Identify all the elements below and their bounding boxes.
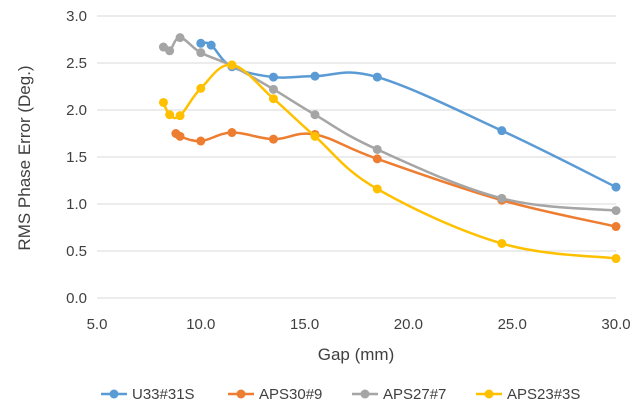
data-point xyxy=(497,126,507,136)
x-tick-label: 10.0 xyxy=(186,316,215,333)
data-point xyxy=(196,136,206,146)
data-point xyxy=(196,48,206,58)
legend-label: U33#31S xyxy=(132,386,195,403)
legend: U33#31S APS30#9 APS27#7 APS23#3S xyxy=(101,386,580,403)
legend-swatch-marker xyxy=(236,389,246,399)
data-point xyxy=(175,111,185,121)
series-1 xyxy=(171,128,621,232)
data-point xyxy=(372,144,382,154)
legend-swatch-marker xyxy=(484,389,494,399)
data-point xyxy=(611,254,621,264)
legend-item: U33#31S xyxy=(101,386,195,403)
data-point xyxy=(611,182,621,192)
data-point xyxy=(206,40,216,50)
data-point xyxy=(227,128,237,138)
data-point xyxy=(611,222,621,232)
x-axis-ticks: 5.0 10.0 15.0 20.0 25.0 30.0 xyxy=(87,316,631,333)
y-tick-label: 3.0 xyxy=(66,8,87,25)
gridlines xyxy=(97,15,616,299)
data-point xyxy=(196,38,206,48)
data-point xyxy=(268,134,278,144)
x-tick-label: 15.0 xyxy=(290,316,319,333)
legend-label: APS27#7 xyxy=(383,386,446,403)
data-point xyxy=(196,83,206,93)
series-2 xyxy=(158,33,621,216)
data-point xyxy=(227,60,237,70)
data-point xyxy=(268,84,278,94)
y-tick-label: 1.0 xyxy=(66,196,87,213)
data-point xyxy=(372,184,382,194)
x-tick-label: 25.0 xyxy=(498,316,527,333)
data-point xyxy=(611,206,621,216)
legend-item: APS30#9 xyxy=(228,386,322,403)
series-line xyxy=(162,63,618,260)
legend-item: APS23#3S xyxy=(476,386,580,403)
data-point xyxy=(268,94,278,104)
data-point xyxy=(372,72,382,82)
legend-label: APS23#3S xyxy=(507,386,580,403)
series-line xyxy=(174,131,618,228)
y-tick-label: 0.0 xyxy=(66,290,87,307)
legend-item: APS27#7 xyxy=(352,386,446,403)
data-point xyxy=(158,97,168,107)
y-axis-ticks: 0.0 0.5 1.0 1.5 2.0 2.5 3.0 xyxy=(66,8,87,307)
y-tick-label: 2.0 xyxy=(66,102,87,119)
data-point xyxy=(310,71,320,81)
data-point xyxy=(310,110,320,120)
legend-swatch-marker xyxy=(360,389,370,399)
legend-label: APS30#9 xyxy=(259,386,322,403)
x-tick-label: 20.0 xyxy=(394,316,423,333)
data-point xyxy=(497,238,507,248)
data-point xyxy=(268,72,278,82)
data-point xyxy=(497,193,507,203)
x-tick-label: 30.0 xyxy=(601,316,630,333)
data-point xyxy=(165,46,175,56)
series-line xyxy=(199,41,618,189)
series-group xyxy=(158,33,621,264)
legend-swatch-marker xyxy=(109,389,119,399)
data-point xyxy=(175,131,185,141)
y-tick-label: 2.5 xyxy=(66,55,87,72)
y-axis-title: RMS Phase Error (Deg.) xyxy=(15,65,34,250)
data-point xyxy=(372,154,382,164)
series-3 xyxy=(158,60,621,264)
x-tick-label: 5.0 xyxy=(87,316,108,333)
x-axis-title: Gap (mm) xyxy=(318,345,395,364)
data-point xyxy=(175,33,185,43)
data-point xyxy=(310,131,320,141)
y-tick-label: 0.5 xyxy=(66,243,87,260)
data-point xyxy=(165,110,175,120)
y-tick-label: 1.5 xyxy=(66,149,87,166)
